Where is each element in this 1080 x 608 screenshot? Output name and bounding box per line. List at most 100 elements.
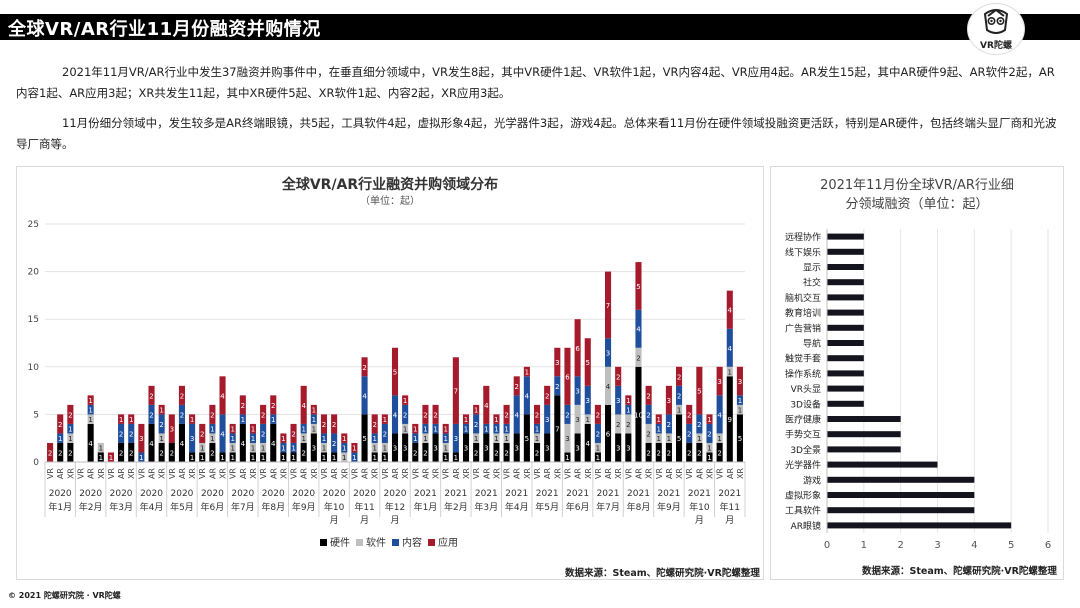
- chart1-data-label: 2: [129, 430, 133, 438]
- chart1-data-label: 2: [159, 449, 163, 457]
- chart1-data-label: 2: [149, 392, 153, 400]
- chart1-data-label: 1: [372, 454, 376, 462]
- chart1-data-label: 2: [68, 449, 72, 457]
- chart1-bar-segment: [158, 433, 165, 443]
- chart1-bar-segment: [422, 433, 429, 443]
- chart1-bar-segment: [564, 423, 571, 453]
- chart2-category-label: 医疗健康: [785, 414, 821, 426]
- chart1-bar-segment: [158, 414, 165, 434]
- chart1-bar-segment: [442, 452, 449, 462]
- chart2-category-label: 手势交互: [785, 429, 821, 441]
- chart1-data-label: 1: [251, 435, 255, 443]
- chart2-category-label: 工具软件: [785, 505, 821, 517]
- chart2-category-label: 光学器件: [785, 459, 821, 471]
- chart2-category-label: 导航: [803, 338, 821, 350]
- chart1-data-label: 7: [454, 388, 458, 396]
- chart1-subcategory-label: AR: [330, 468, 339, 479]
- chart1-data-label: 4: [606, 383, 611, 391]
- chart1-bar-segment: [87, 395, 94, 405]
- chart1-bar-segment: [422, 442, 429, 462]
- chart1-bar-segment: [371, 452, 378, 462]
- chart2-gridlines: [826, 229, 1049, 533]
- chart1-bar-segment: [676, 385, 683, 405]
- chart1-data-label: 1: [251, 426, 255, 434]
- chart1-bar-segment: [625, 414, 632, 434]
- chart1-data-label: 2: [626, 421, 630, 429]
- chart1-month-label-suffix: 月: [725, 515, 734, 526]
- chart1-data-label: 2: [119, 449, 123, 457]
- chart1-bar-segment: [635, 347, 642, 367]
- chart1-month-label: 年11: [354, 501, 374, 513]
- chart1-bar-segment: [67, 442, 74, 462]
- chart1-data-label: 2: [149, 411, 153, 419]
- chart1-data-label: 2: [261, 411, 265, 419]
- chart1-data-label: 1: [139, 454, 143, 462]
- chart1-data-label: 1: [119, 416, 123, 424]
- chart1-subcategory-label: VR: [290, 468, 299, 479]
- chart1-month-label: 年6月: [201, 501, 225, 513]
- chart1-bar-segment: [462, 423, 470, 434]
- chart1-bar-segment: [736, 414, 743, 462]
- chart1-data-label: 1: [494, 435, 498, 443]
- chart1-y-tick-label: 0: [33, 458, 39, 468]
- chart1-data-label: 1: [586, 416, 590, 424]
- chart1-bar-segment: [229, 433, 236, 443]
- chart1-month-year-label: 2020: [323, 489, 346, 499]
- chart1-bar-segment: [118, 423, 125, 443]
- chart1-bar-segment: [209, 442, 216, 462]
- chart1-bar-segment: [381, 423, 388, 443]
- chart1-bar-segment: [402, 433, 409, 462]
- chart1-data-label: 1: [443, 426, 447, 434]
- chart1-bar-segment: [351, 442, 358, 453]
- chart1-legend-swatch: [320, 539, 327, 546]
- chart1-month-year-label: 2021: [627, 489, 650, 499]
- chart1-data-label: 1: [291, 445, 295, 453]
- chart1-data-label: 2: [515, 383, 519, 391]
- chart1-month-label: 年7月: [596, 501, 620, 513]
- chart2-bar: [827, 461, 938, 468]
- chart1-bar-segment: [118, 414, 125, 424]
- chart1-data-label: 1: [423, 426, 427, 434]
- chart1-data-label: 1: [413, 435, 417, 443]
- chart1-bar-segment: [716, 395, 723, 434]
- chart1-data-label: 1: [99, 454, 103, 462]
- chart1-data-label: 2: [504, 449, 508, 457]
- chart1-bar-segment: [574, 433, 581, 462]
- chart1-data-label: 1: [403, 397, 407, 405]
- chart1-data-label: 1: [707, 445, 711, 453]
- chart1-bar-segment: [239, 414, 246, 424]
- chart1-bar-segment: [554, 395, 561, 462]
- chart1-data-label: 2: [677, 392, 681, 400]
- chart1-bar-segment: [422, 404, 429, 424]
- chart1-bar-segment: [300, 385, 307, 424]
- chart1-data-label: 1: [352, 445, 356, 453]
- chart1-subcategory-label: XR: [97, 468, 106, 479]
- chart1-data-label: 2: [210, 411, 214, 419]
- chart1-data-label: 1: [596, 445, 600, 453]
- chart1-bars: [47, 262, 743, 462]
- chart1-subtitle: （单位：起）: [360, 194, 420, 207]
- chart1-data-label: 1: [99, 445, 103, 453]
- chart1-data-label: 1: [88, 397, 92, 405]
- chart1-legend-swatch: [356, 539, 363, 546]
- chart1-bar-segment: [523, 376, 530, 415]
- chart1-subcategory-label: XR: [523, 468, 532, 479]
- intro-paragraph: 2021年11月VR/AR行业中发生37融资并购事件中，在垂直细分领域中，VR发…: [16, 65, 1055, 100]
- chart1-data-label: 2: [362, 364, 366, 372]
- chart1-bar-segment: [605, 366, 612, 405]
- chart1-bar-segment: [249, 423, 257, 434]
- chart1-bar-segment: [290, 452, 297, 462]
- chart1-data-label: 4: [636, 326, 641, 334]
- chart1-bar-segment: [686, 404, 693, 424]
- chart1-month-label: 年11: [720, 501, 740, 513]
- chart1-bar-segment: [107, 452, 114, 462]
- chart1-month-year-label: 2021: [718, 489, 741, 499]
- chart1-bar-segment: [726, 376, 733, 462]
- chart1-bar-segment: [584, 338, 591, 386]
- chart1-bar-segment: [716, 366, 723, 396]
- chart1-bar-segment: [320, 433, 328, 443]
- chart2-x-tick-label: 0: [824, 540, 830, 551]
- chart1-subcategory-label: AR: [695, 468, 704, 479]
- chart1-bar-segment: [625, 433, 632, 462]
- chart1-subcategory-label: AR: [574, 468, 583, 479]
